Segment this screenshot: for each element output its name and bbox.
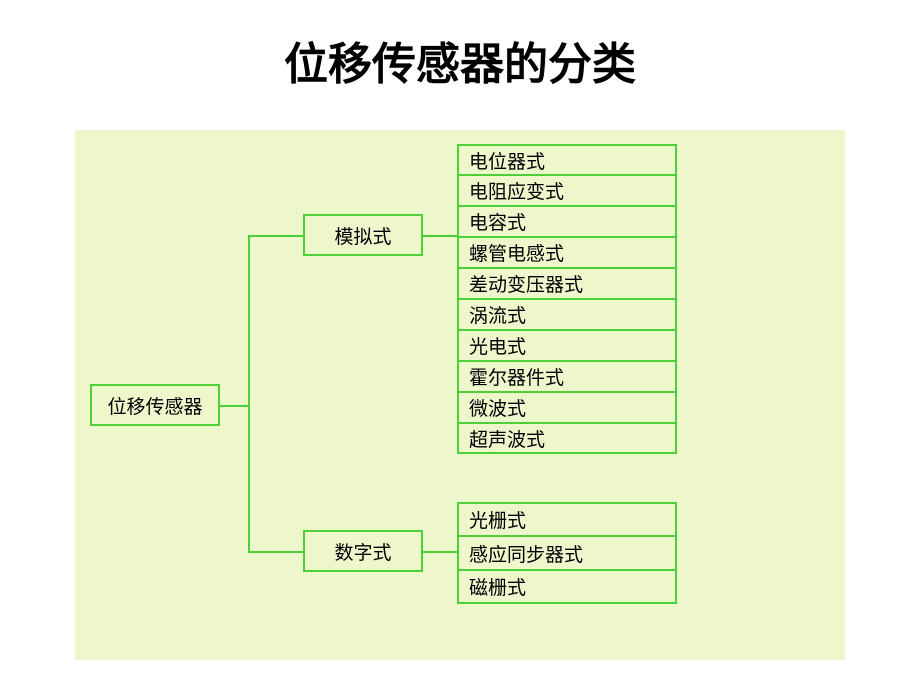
digital-node: 数字式: [303, 530, 423, 572]
analog-item: 光电式: [457, 330, 677, 361]
connector: [220, 405, 248, 407]
page-title: 位移传感器的分类: [0, 28, 920, 92]
digital-item: 光栅式: [457, 502, 677, 536]
analog-item: 差动变压器式: [457, 268, 677, 299]
analog-item: 电位器式: [457, 144, 677, 175]
analog-item: 螺管电感式: [457, 237, 677, 268]
analog-item: 微波式: [457, 392, 677, 423]
connector: [248, 551, 303, 553]
analog-node: 模拟式: [303, 214, 423, 256]
connector: [248, 235, 303, 237]
connector: [248, 235, 250, 551]
digital-item: 磁栅式: [457, 570, 677, 604]
connector: [423, 551, 457, 553]
analog-item: 涡流式: [457, 299, 677, 330]
analog-item: 超声波式: [457, 423, 677, 454]
digital-item: 感应同步器式: [457, 536, 677, 570]
root-node: 位移传感器: [90, 384, 220, 426]
analog-item: 电阻应变式: [457, 175, 677, 206]
diagram-panel: 位移传感器 模拟式数字式 电位器式电阻应变式电容式螺管电感式差动变压器式涡流式光电式…: [75, 130, 845, 660]
connector: [423, 235, 457, 237]
analog-item: 霍尔器件式: [457, 361, 677, 392]
analog-item: 电容式: [457, 206, 677, 237]
